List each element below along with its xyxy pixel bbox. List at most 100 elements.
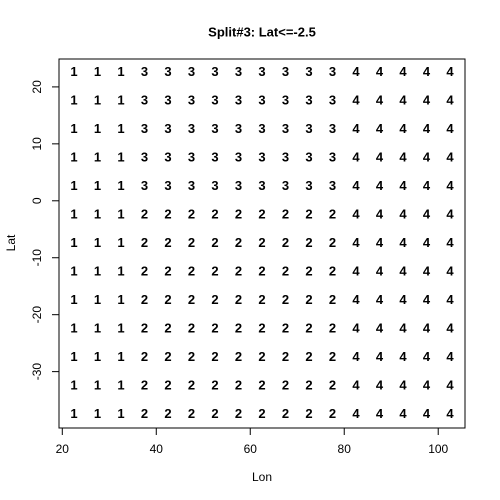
point-label: 4 — [399, 320, 407, 335]
point-label: 2 — [235, 377, 242, 392]
point-label: 3 — [211, 64, 218, 79]
point-label: 2 — [329, 206, 336, 221]
point-label: 4 — [352, 377, 360, 392]
point-label: 1 — [94, 235, 101, 250]
point-label: 4 — [446, 150, 454, 165]
point-label: 3 — [164, 178, 171, 193]
point-label: 3 — [188, 178, 195, 193]
point-label: 3 — [282, 64, 289, 79]
point-label: 1 — [94, 206, 101, 221]
point-label: 4 — [446, 93, 454, 108]
point-label: 4 — [423, 292, 431, 307]
y-tick-label: -10 — [30, 249, 44, 267]
point-label: 2 — [235, 292, 242, 307]
point-label: 3 — [141, 93, 148, 108]
point-label: 1 — [94, 292, 101, 307]
point-label: 4 — [376, 406, 384, 421]
point-label: 2 — [282, 377, 289, 392]
point-label: 2 — [258, 349, 265, 364]
point-label: 2 — [141, 320, 148, 335]
point-label: 3 — [305, 64, 312, 79]
y-tick-label: -30 — [30, 363, 44, 381]
point-label: 3 — [305, 121, 312, 136]
point-label: 4 — [352, 292, 360, 307]
point-label: 2 — [164, 320, 171, 335]
point-label: 2 — [141, 292, 148, 307]
point-label: 4 — [352, 93, 360, 108]
point-label: 4 — [399, 206, 407, 221]
point-label: 3 — [282, 150, 289, 165]
point-label: 2 — [235, 406, 242, 421]
x-axis-label: Lon — [252, 470, 272, 484]
point-label: 3 — [188, 64, 195, 79]
point-label: 4 — [352, 64, 360, 79]
point-label: 3 — [329, 64, 336, 79]
point-label: 3 — [258, 93, 265, 108]
point-label: 1 — [117, 406, 124, 421]
point-label: 3 — [188, 121, 195, 136]
point-label: 2 — [282, 349, 289, 364]
point-label: 4 — [376, 377, 384, 392]
point-label: 4 — [352, 235, 360, 250]
point-label: 4 — [376, 235, 384, 250]
point-label: 2 — [141, 377, 148, 392]
point-label: 2 — [235, 263, 242, 278]
point-label: 1 — [117, 292, 124, 307]
y-axis-label: Lat — [4, 234, 18, 251]
point-label: 3 — [258, 64, 265, 79]
point-label: 4 — [423, 121, 431, 136]
point-label: 4 — [399, 263, 407, 278]
point-label: 1 — [94, 263, 101, 278]
point-label: 3 — [329, 178, 336, 193]
x-tick-label: 100 — [428, 442, 448, 456]
y-tick-label: 20 — [30, 80, 44, 94]
point-label: 2 — [188, 377, 195, 392]
point-label: 3 — [141, 64, 148, 79]
point-label: 1 — [117, 178, 124, 193]
point-label: 3 — [258, 150, 265, 165]
point-label: 3 — [211, 150, 218, 165]
point-label: 2 — [211, 320, 218, 335]
point-label: 3 — [164, 121, 171, 136]
point-label: 4 — [446, 292, 454, 307]
point-label: 2 — [305, 349, 312, 364]
point-label: 2 — [164, 377, 171, 392]
point-label: 3 — [258, 178, 265, 193]
point-label: 1 — [117, 263, 124, 278]
point-label: 4 — [352, 178, 360, 193]
point-label: 1 — [70, 64, 77, 79]
point-label: 2 — [141, 349, 148, 364]
point-label: 4 — [399, 121, 407, 136]
point-label: 2 — [329, 320, 336, 335]
point-label: 1 — [70, 235, 77, 250]
point-label: 1 — [94, 377, 101, 392]
point-label: 1 — [94, 406, 101, 421]
x-tick-label: 60 — [244, 442, 258, 456]
point-label: 3 — [282, 121, 289, 136]
point-label: 2 — [258, 406, 265, 421]
point-label: 4 — [423, 178, 431, 193]
point-label: 4 — [376, 263, 384, 278]
point-label: 2 — [305, 263, 312, 278]
point-label: 2 — [329, 377, 336, 392]
point-label: 4 — [376, 206, 384, 221]
point-label: 1 — [70, 320, 77, 335]
point-label: 3 — [305, 178, 312, 193]
point-label: 1 — [70, 150, 77, 165]
point-label: 1 — [117, 121, 124, 136]
point-label: 4 — [423, 406, 431, 421]
point-label: 4 — [352, 121, 360, 136]
point-label: 4 — [446, 64, 454, 79]
point-label: 2 — [164, 235, 171, 250]
point-label: 4 — [376, 292, 384, 307]
point-label: 4 — [399, 349, 407, 364]
point-label: 3 — [235, 64, 242, 79]
point-label: 1 — [70, 406, 77, 421]
point-label: 2 — [188, 292, 195, 307]
point-label: 4 — [446, 349, 454, 364]
point-label: 2 — [235, 320, 242, 335]
point-label: 4 — [376, 320, 384, 335]
point-label: 4 — [423, 320, 431, 335]
point-label: 4 — [423, 93, 431, 108]
